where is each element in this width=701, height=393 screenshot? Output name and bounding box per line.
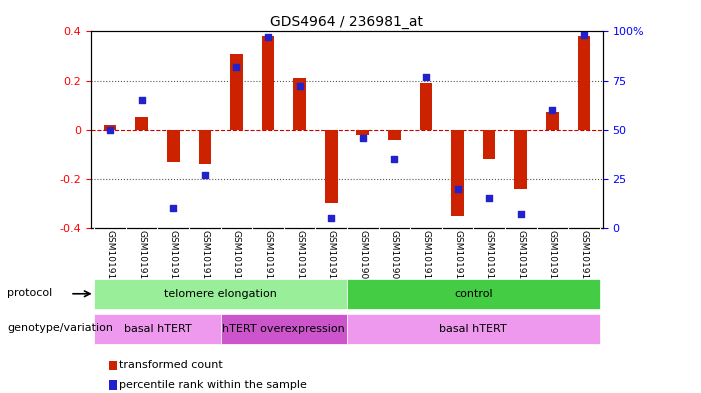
Text: control: control xyxy=(454,289,493,299)
Bar xyxy=(546,112,559,130)
Point xyxy=(199,172,210,178)
Text: GSM1019100: GSM1019100 xyxy=(421,230,430,291)
Point xyxy=(104,127,116,133)
Text: GSM1019113: GSM1019113 xyxy=(200,230,210,291)
FancyBboxPatch shape xyxy=(95,279,347,309)
FancyBboxPatch shape xyxy=(347,279,599,309)
Point xyxy=(231,64,242,70)
FancyBboxPatch shape xyxy=(221,314,347,344)
Bar xyxy=(230,53,243,130)
Title: GDS4964 / 236981_at: GDS4964 / 236981_at xyxy=(271,15,423,29)
Text: GSM1019109: GSM1019109 xyxy=(580,230,588,291)
Bar xyxy=(135,118,148,130)
Text: GSM1019101: GSM1019101 xyxy=(453,230,462,291)
Text: GSM1019108: GSM1019108 xyxy=(547,230,557,291)
Point xyxy=(547,107,558,113)
Bar xyxy=(451,130,464,216)
Text: GSM1019111: GSM1019111 xyxy=(137,230,147,291)
Text: GSM1019098: GSM1019098 xyxy=(358,230,367,291)
FancyBboxPatch shape xyxy=(95,314,221,344)
Bar xyxy=(325,130,337,204)
Text: GSM1019107: GSM1019107 xyxy=(516,230,525,291)
Text: telomere elongation: telomere elongation xyxy=(164,289,277,299)
Point xyxy=(578,32,590,39)
Text: GSM1019102: GSM1019102 xyxy=(232,230,241,291)
Text: GSM1019112: GSM1019112 xyxy=(169,230,178,291)
Bar xyxy=(515,130,527,189)
Point xyxy=(358,134,369,141)
Point xyxy=(136,97,147,103)
Text: basal hTERT: basal hTERT xyxy=(123,324,191,334)
Text: genotype/variation: genotype/variation xyxy=(7,323,113,333)
Text: transformed count: transformed count xyxy=(119,360,223,371)
Point xyxy=(325,215,336,221)
Bar xyxy=(388,130,401,140)
Point xyxy=(168,205,179,211)
Bar xyxy=(261,37,274,130)
Bar xyxy=(167,130,179,162)
Point xyxy=(389,156,400,162)
FancyBboxPatch shape xyxy=(347,314,599,344)
Point xyxy=(452,185,463,192)
Text: percentile rank within the sample: percentile rank within the sample xyxy=(119,380,307,390)
Text: protocol: protocol xyxy=(7,288,53,298)
Text: GSM1019105: GSM1019105 xyxy=(327,230,336,291)
Bar xyxy=(198,130,211,164)
Bar xyxy=(483,130,496,159)
Text: hTERT overexpression: hTERT overexpression xyxy=(222,324,345,334)
Bar xyxy=(578,37,590,130)
Text: basal hTERT: basal hTERT xyxy=(440,324,508,334)
Text: GSM1019110: GSM1019110 xyxy=(106,230,114,291)
Point xyxy=(421,73,432,80)
Bar xyxy=(293,78,306,130)
Point xyxy=(294,83,305,90)
Text: GSM1019099: GSM1019099 xyxy=(390,230,399,291)
Text: GSM1019106: GSM1019106 xyxy=(484,230,494,291)
Text: GSM1019103: GSM1019103 xyxy=(264,230,273,291)
Point xyxy=(515,211,526,217)
Bar xyxy=(104,125,116,130)
Point xyxy=(484,195,495,202)
Bar xyxy=(357,130,369,135)
Point xyxy=(262,34,273,40)
Bar xyxy=(420,83,433,130)
Text: GSM1019104: GSM1019104 xyxy=(295,230,304,291)
